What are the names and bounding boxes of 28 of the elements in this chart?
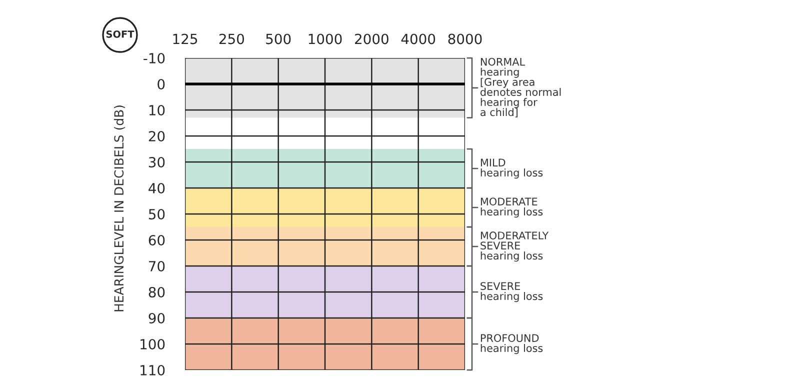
band-label: MILD hearing loss bbox=[480, 158, 543, 179]
band-label: MODERATELY SEVERE hearing loss bbox=[480, 232, 549, 262]
y-tick-label: -10 bbox=[144, 52, 165, 64]
y-tick-label: 70 bbox=[149, 260, 165, 272]
y-tick-label: 90 bbox=[148, 312, 165, 324]
y-tick-label: 10 bbox=[149, 104, 165, 116]
x-tick-label: 250 bbox=[219, 34, 244, 44]
y-tick-label: 60 bbox=[148, 234, 165, 246]
y-tick-label: 20 bbox=[148, 130, 165, 142]
x-tick-label: 125 bbox=[173, 34, 198, 44]
y-tick-label: 100 bbox=[140, 338, 165, 350]
y-tick-label: 80 bbox=[148, 286, 165, 298]
text: SOFT bbox=[106, 30, 134, 38]
x-tick-label: 1000 bbox=[308, 34, 342, 44]
y-tick-label: 0 bbox=[158, 78, 165, 90]
y-tick-label: 110 bbox=[140, 364, 165, 376]
x-tick-label: 4000 bbox=[401, 34, 436, 44]
y-axis-title: HEARINGLEVEL IN DECIBELS (dB) bbox=[114, 106, 126, 312]
band-label: PROFOUND hearing loss bbox=[480, 334, 543, 354]
y-tick-label: 40 bbox=[148, 182, 165, 194]
x-tick-label: 8000 bbox=[448, 34, 482, 44]
band-label: NORMAL hearing [Grey area denotes normal hearing for a child] bbox=[480, 58, 561, 118]
y-tick-label: 50 bbox=[148, 208, 165, 220]
x-tick-label: 2000 bbox=[355, 34, 388, 44]
x-tick-label: 500 bbox=[266, 34, 291, 44]
y-tick-label: 30 bbox=[148, 156, 165, 168]
band-label: MODERATE hearing loss bbox=[480, 198, 543, 218]
band-label: SEVERE hearing loss bbox=[480, 282, 543, 302]
